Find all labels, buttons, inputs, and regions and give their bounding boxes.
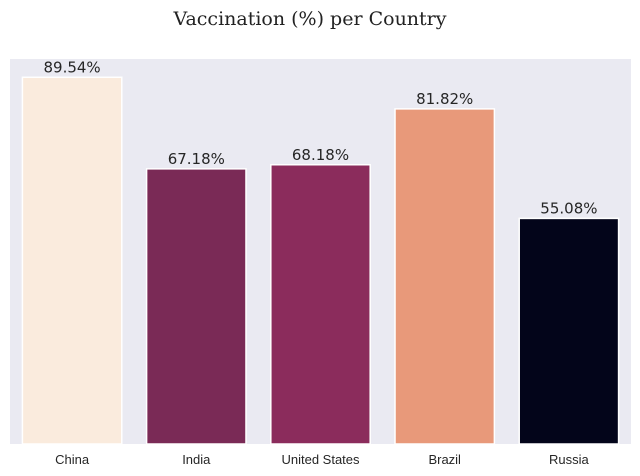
x-tick-labels-layer: China India United States Brazil Russia [55,452,589,467]
data-label-brazil: 81.82% [416,90,473,108]
data-label-russia: 55.08% [540,199,597,217]
bar-china [21,76,123,445]
bar-russia [518,217,620,445]
bar-united-states [270,164,371,445]
bar-brazil [394,108,496,445]
x-tick-label-russia: Russia [549,452,590,467]
chart-title: Vaccination (%) per Country [172,8,446,30]
x-tick-label-united-states: United States [281,452,360,467]
x-tick-label-brazil: Brazil [428,452,461,467]
data-label-united-states: 68.18% [292,146,349,164]
x-tick-label-india: India [182,452,211,467]
x-tick-label-china: China [55,452,90,467]
data-labels-layer: 89.54% 67.18% 68.18% 81.82% 55.08% [43,58,597,217]
bar-india [145,168,247,445]
data-label-china: 89.54% [43,58,100,76]
bars-layer [21,76,620,445]
data-label-india: 67.18% [168,150,225,168]
